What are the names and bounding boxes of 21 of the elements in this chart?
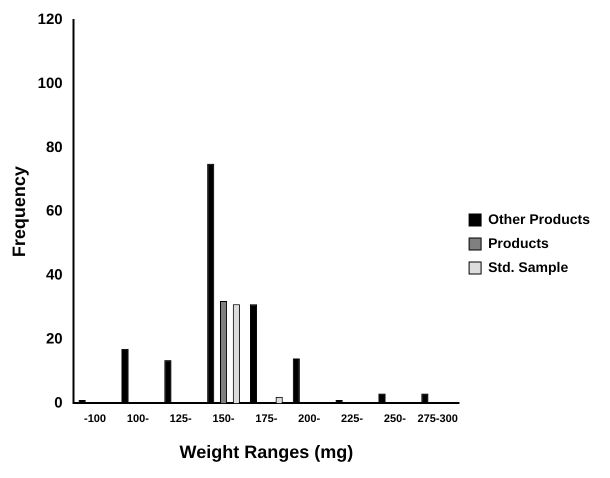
y-axis-title: Frequency — [8, 166, 29, 258]
x-tick-label: 100- — [126, 412, 150, 425]
legend-label: Products — [488, 234, 549, 251]
y-tick-label: 20 — [46, 330, 63, 348]
y-tick-label: 100 — [38, 75, 63, 92]
x-tick-label: 200- — [298, 412, 321, 425]
x-tick-label: 275-300 — [417, 412, 458, 425]
y-tick-label: 0 — [54, 394, 63, 412]
x-tick-label: 225- — [341, 412, 364, 425]
x-tick-label: 150- — [212, 412, 235, 425]
x-tick-label: 175- — [255, 412, 278, 425]
x-tick-label: 125- — [170, 412, 192, 425]
legend-label: Std. Sample — [488, 258, 568, 275]
legend-label: Other Products — [488, 210, 590, 227]
y-tick-label: 60 — [46, 202, 63, 220]
x-tick-label: 250- — [384, 412, 406, 425]
x-tick-label: -100 — [84, 412, 106, 425]
y-tick-label: 80 — [46, 138, 63, 156]
y-tick-label: 40 — [46, 266, 63, 284]
x-axis-title: Weight Ranges (mg) — [180, 442, 354, 462]
y-tick-label: 120 — [38, 11, 63, 28]
